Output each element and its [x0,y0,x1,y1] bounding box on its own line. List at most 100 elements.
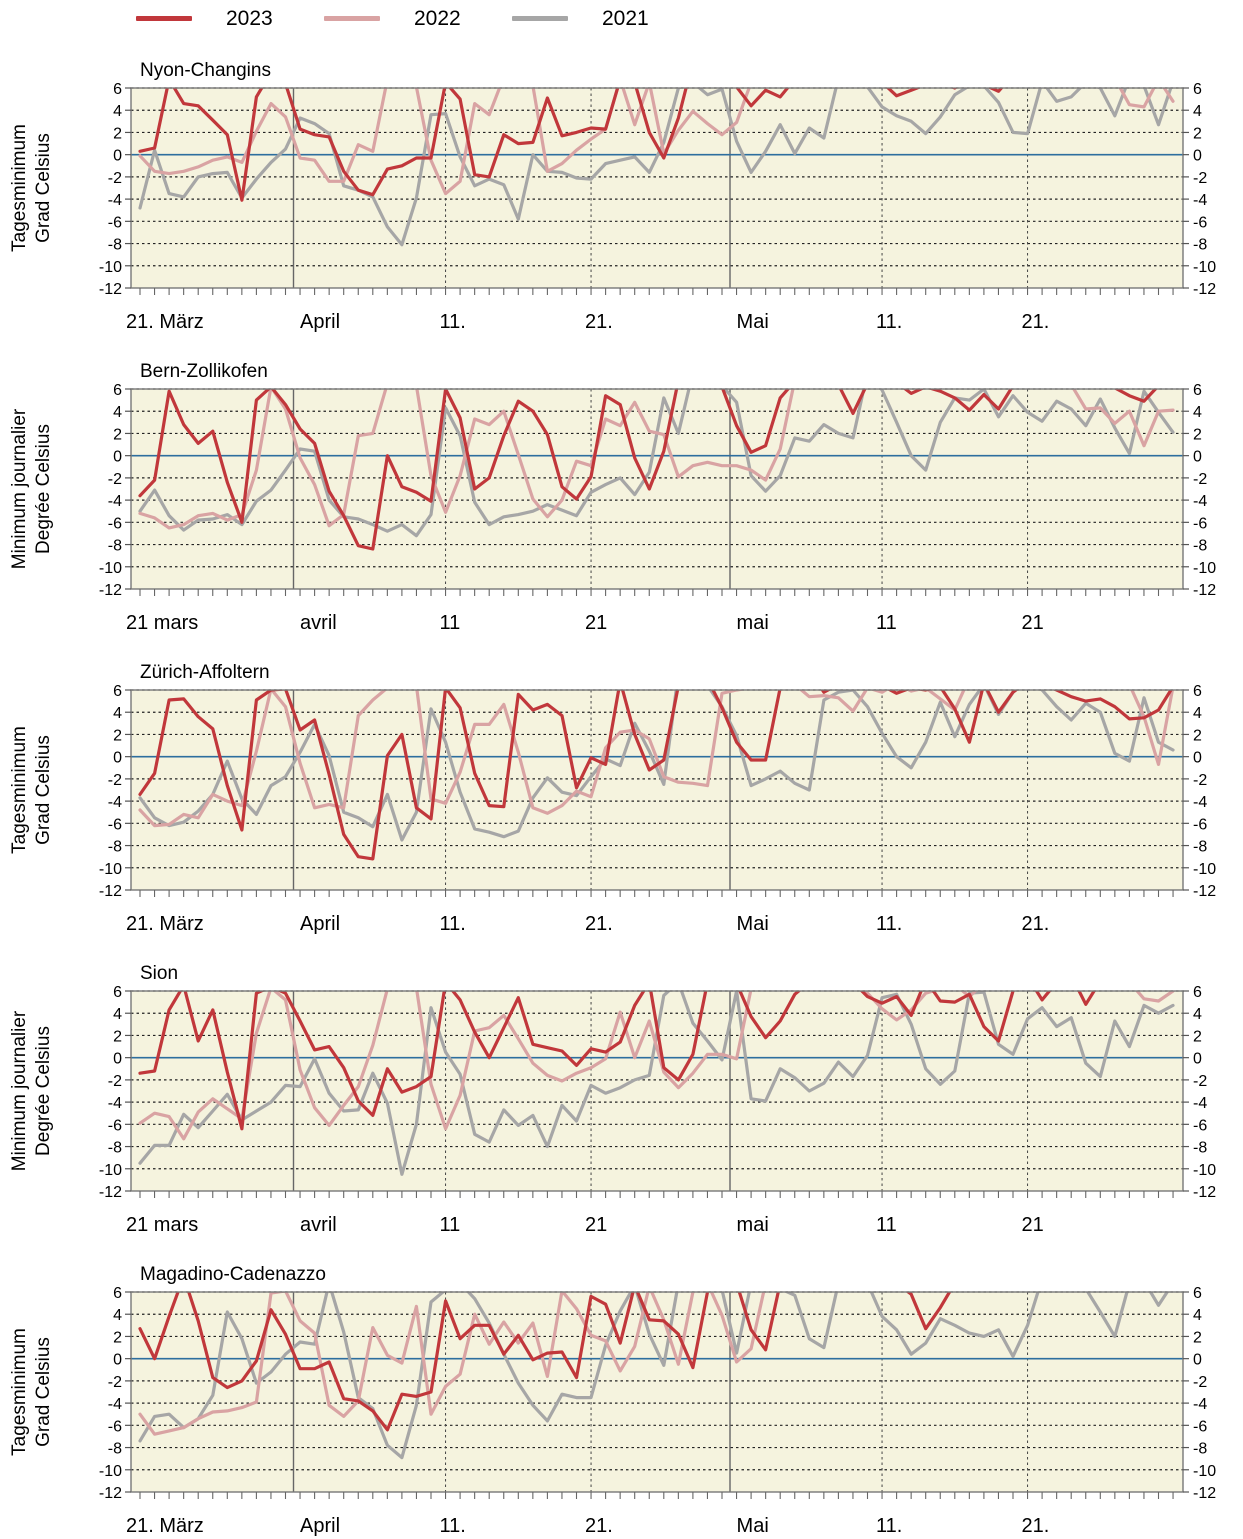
legend-label-2023: 2023 [226,7,273,30]
y-axis-label: Minimum journalier Degrée Celsius [9,408,54,569]
y-axis-label-line: Grad Celsius [33,735,54,845]
x-tick-label: 21. März [126,913,204,935]
legend-label-2022: 2022 [414,7,461,30]
y-tick-label-right: -2 [1193,1374,1207,1391]
y-tick-label: 6 [113,683,122,700]
y-tick-label-right: -8 [1193,1441,1207,1458]
y-axis-label: Tagesminimum Grad Celsius [9,726,54,854]
y-tick-label: -10 [99,259,122,276]
y-tick-label: -8 [108,538,122,555]
y-tick-label-right: -12 [1193,281,1216,298]
panel-5: 6 64 42 20 0-2 -2-4 -4-6 -6-8 -8-10 -10-12 -1221. … [9,1264,1216,1537]
y-axis-label-line: Minimum journalier [9,1010,30,1171]
x-tick-label: 11 [876,612,897,634]
y-axis-label-line: Minimum journalier [9,408,30,569]
y-tick-label: 2 [113,727,122,744]
series-group [138,991,1175,1176]
y-tick-label-right: -6 [1193,816,1207,833]
y-tick-label: 0 [113,1051,122,1068]
plot-area [131,690,1183,890]
y-tick-label-right: -4 [1193,493,1207,510]
plot-area [131,389,1183,589]
x-tick-label: 21 mars [126,1214,198,1236]
y-tick-label-right: -12 [1193,582,1216,599]
series-group [138,1292,1170,1460]
series-line-2023 [138,389,1158,551]
x-tick-label: 11. [440,311,466,333]
y-tick-label: 2 [113,1028,122,1045]
y-tick-label: 6 [113,1285,122,1302]
y-tick-label-right: -10 [1193,560,1216,577]
panel-title: Sion [140,963,178,984]
y-tick-label-right: 4 [1193,1307,1202,1324]
y-tick-label: -6 [108,515,122,532]
y-tick-label-right: -2 [1193,772,1207,789]
y-tick-label-right: 6 [1193,984,1202,1001]
legend: 2023 2022 2021 [0,0,1243,36]
panel-title: Bern-Zollikofen [140,361,268,382]
y-tick-label: -2 [108,1073,122,1090]
y-tick-label-right: -4 [1193,192,1207,209]
y-tick-label-right: 4 [1193,705,1202,722]
y-axis-label-line: Tagesminimum [9,726,30,854]
y-tick-label: -12 [99,281,122,298]
series-line-2021 [138,389,1175,538]
y-tick-label-right: 6 [1193,81,1202,98]
panel-title: Nyon-Changins [140,60,271,81]
y-tick-label-right: -4 [1193,1095,1207,1112]
y-tick-label: -10 [99,1162,122,1179]
x-tick-label: April [300,913,340,935]
y-tick-label: -2 [108,1374,122,1391]
legend-swatch-2022 [324,16,380,21]
y-tick-label: 4 [113,404,122,421]
series-line-2022 [138,690,1175,828]
series-line-2022 [138,88,1175,196]
y-tick-label: -4 [108,794,122,811]
x-tick-label: 21 [585,1214,607,1236]
plot-frame [130,990,1184,1192]
series-group [138,690,1175,861]
y-tick-label: -2 [108,170,122,187]
x-tick-label: 21. März [126,311,204,333]
y-tick-label-right: 6 [1193,683,1202,700]
x-tick-label: 21. [1022,913,1050,935]
y-axis-label: Tagesminimum Grad Celsius [9,124,54,252]
y-tick-label-right: 0 [1193,449,1202,466]
y-tick-label: 6 [113,382,122,399]
panel-1: 6 64 42 20 0-2 -2-4 -4-6 -6-8 -8-10 -10-12 -1221. … [9,60,1216,333]
series-group [138,389,1175,551]
x-tick-label: 11. [876,1515,902,1537]
series-line-2022 [138,1292,766,1436]
x-tick-label: 21 [1022,1214,1044,1236]
y-tick-label: -8 [108,237,122,254]
y-tick-label-right: -10 [1193,1162,1216,1179]
y-tick-label: -6 [108,816,122,833]
x-tick-label: avril [300,1214,337,1236]
y-tick-label-right: 2 [1193,1329,1202,1346]
panel-title: Magadino-Cadenazzo [140,1264,326,1285]
y-tick-label-right: -4 [1193,1396,1207,1413]
y-tick-label: 6 [113,984,122,1001]
y-tick-label-right: -8 [1193,839,1207,856]
y-tick-label: 2 [113,426,122,443]
y-tick-label: 0 [113,148,122,165]
y-tick-label: -4 [108,192,122,209]
y-tick-label-right: 0 [1193,1051,1202,1068]
y-tick-label: -10 [99,560,122,577]
y-tick-label: -10 [99,1463,122,1480]
y-axis-label-line: Grad Celsius [33,1337,54,1447]
y-tick-label-right: -10 [1193,861,1216,878]
y-tick-label-right: -12 [1193,1184,1216,1201]
y-tick-label-right: -12 [1193,883,1216,900]
y-tick-label: -4 [108,1396,122,1413]
x-tick-label: 11 [440,612,461,634]
y-tick-label: 4 [113,1307,122,1324]
x-tick-label: 11 [440,1214,461,1236]
x-tick-label: 21 [585,612,607,634]
y-tick-label-right: -6 [1193,1418,1207,1435]
legend-label-2021: 2021 [602,7,649,30]
panel-3: 6 64 42 20 0-2 -2-4 -4-6 -6-8 -8-10 -10-12 -1221. … [9,662,1216,935]
y-tick-label: -6 [108,1117,122,1134]
y-tick-label: 4 [113,103,122,120]
y-axis-label-line: Degrée Celsius [33,1026,54,1156]
